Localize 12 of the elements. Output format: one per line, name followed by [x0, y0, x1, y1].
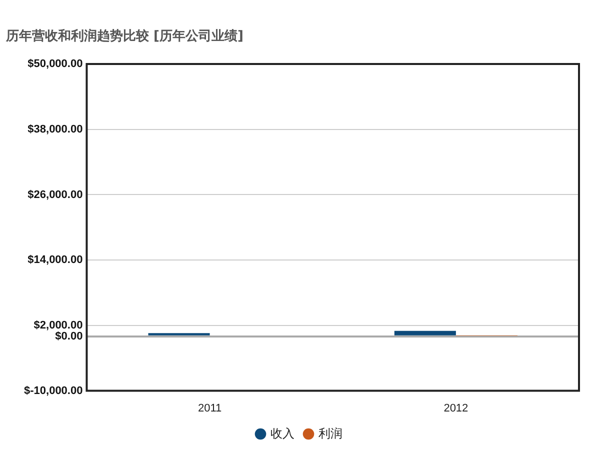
y-tick-label: $0.00 — [55, 330, 83, 342]
x-tick-label: 2012 — [444, 402, 468, 414]
y-tick-label: $50,000.00 — [28, 58, 83, 70]
y-tick-label: $26,000.00 — [28, 188, 83, 201]
y-tick-label: $2,000.00 — [34, 319, 83, 332]
chart-title: 历年营收和利润趋势比较 [历年公司业绩] — [6, 28, 244, 45]
legend-label: 利润 — [318, 426, 342, 440]
x-tick-label: 2011 — [198, 402, 222, 414]
y-tick-label: $38,000.00 — [28, 123, 83, 136]
y-tick-label: $-10,000.00 — [24, 384, 83, 397]
legend-label: 收入 — [270, 426, 294, 440]
y-tick-label: $14,000.00 — [28, 254, 83, 266]
